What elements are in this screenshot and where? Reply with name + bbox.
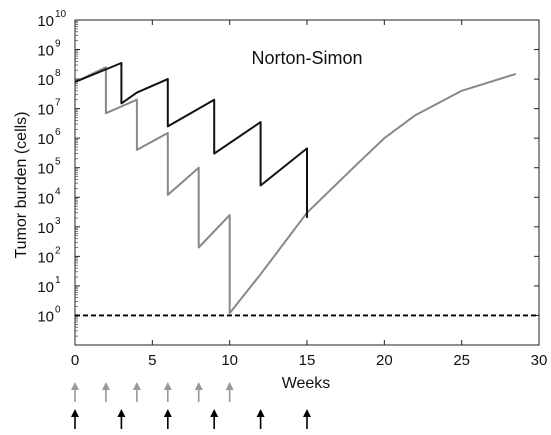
x-tick-label: 30 bbox=[531, 352, 548, 369]
y-tick-exponent: 9 bbox=[55, 39, 61, 50]
series-group bbox=[74, 62, 517, 315]
y-tick-label: 10 bbox=[37, 13, 54, 30]
y-tick-exponent: 8 bbox=[55, 68, 61, 79]
x-tick-label: 15 bbox=[299, 352, 316, 369]
y-tick-label: 10 bbox=[37, 102, 54, 119]
y-tick-label: 10 bbox=[37, 279, 54, 296]
black-dose-arrowhead bbox=[256, 409, 265, 417]
y-tick-exponent: 7 bbox=[55, 98, 61, 109]
black-series-line bbox=[74, 62, 308, 218]
y-tick-exponent: 5 bbox=[55, 157, 61, 168]
y-tick-label: 10 bbox=[37, 72, 54, 89]
y-tick-label: 10 bbox=[37, 249, 54, 266]
gray-dose-arrowhead bbox=[132, 382, 141, 390]
y-tick-label: 10 bbox=[37, 308, 54, 325]
y-tick-label: 10 bbox=[37, 43, 54, 60]
black-dose-arrowhead bbox=[117, 409, 126, 417]
y-tick-exponent: 3 bbox=[55, 216, 61, 227]
gray-dose-arrowhead bbox=[163, 382, 172, 390]
norton-simon-annotation: Norton-Simon bbox=[251, 48, 362, 68]
y-tick-label: 10 bbox=[37, 131, 54, 148]
black-dose-arrowhead bbox=[210, 409, 219, 417]
y-axis-title: Tumor burden (cells) bbox=[13, 111, 30, 258]
x-tick-label: 5 bbox=[148, 352, 156, 369]
y-tick-exponent: 10 bbox=[55, 9, 67, 20]
y-tick-exponent: 1 bbox=[55, 275, 61, 286]
black-dose-arrowhead bbox=[71, 409, 79, 417]
x-tick-label: 20 bbox=[376, 352, 393, 369]
x-axis-title: Weeks bbox=[282, 375, 331, 392]
x-tick-label: 0 bbox=[71, 352, 79, 369]
y-tick-exponent: 6 bbox=[55, 127, 61, 138]
black-dose-arrowhead bbox=[303, 409, 311, 417]
gray-dose-arrowhead bbox=[101, 382, 110, 390]
x-tick-label: 10 bbox=[221, 352, 238, 369]
black-dose-arrowhead bbox=[163, 409, 172, 417]
x-tick-label: 25 bbox=[453, 352, 470, 369]
y-tick-label: 10 bbox=[37, 190, 54, 207]
y-tick-label: 10 bbox=[37, 161, 54, 178]
y-tick-exponent: 2 bbox=[55, 245, 61, 256]
y-tick-label: 10 bbox=[37, 220, 54, 237]
gray-dose-arrowhead bbox=[194, 382, 203, 390]
y-tick-exponent: 0 bbox=[55, 304, 61, 315]
gray-dose-arrowhead bbox=[71, 382, 79, 390]
y-tick-exponent: 4 bbox=[55, 186, 61, 197]
gray-series-line bbox=[74, 66, 517, 315]
dose-markers bbox=[71, 382, 311, 429]
gray-dose-arrowhead bbox=[225, 382, 234, 390]
